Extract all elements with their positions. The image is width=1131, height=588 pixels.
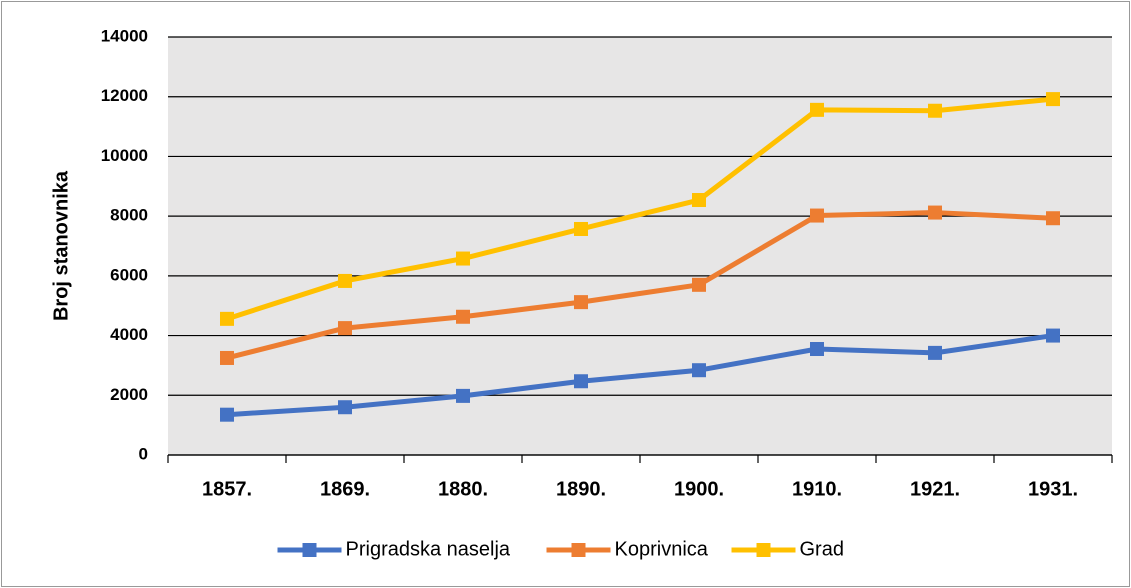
point xyxy=(574,295,588,310)
x-tick-label: 1869. xyxy=(320,478,370,500)
point xyxy=(220,311,234,326)
point xyxy=(338,321,352,336)
point xyxy=(1046,211,1060,226)
x-tick-label: 1931. xyxy=(1028,478,1078,500)
point xyxy=(574,374,588,389)
point xyxy=(928,345,942,360)
y-tick-label: 4000 xyxy=(110,325,148,344)
y-tick-label: 12000 xyxy=(101,86,148,105)
point xyxy=(928,103,942,118)
point xyxy=(928,205,942,220)
x-tick-label: 1857. xyxy=(202,478,252,500)
legend-label: Grad xyxy=(800,538,844,560)
point xyxy=(810,208,824,223)
legend-label: Prigradska naselja xyxy=(346,538,511,560)
x-tick-label: 1900. xyxy=(674,478,724,500)
point xyxy=(692,193,706,208)
legend-marker xyxy=(756,543,771,557)
point xyxy=(220,407,234,422)
point xyxy=(220,350,234,365)
y-tick-label: 2000 xyxy=(110,385,148,404)
point xyxy=(810,342,824,357)
plot-area xyxy=(168,37,1112,455)
point xyxy=(456,251,470,266)
legend-marker xyxy=(302,543,317,557)
point xyxy=(692,363,706,378)
y-tick-label: 10000 xyxy=(101,146,148,165)
series-line xyxy=(226,96,1054,322)
y-axis-label: Broj stanovnika xyxy=(50,170,72,321)
x-tick-label: 1880. xyxy=(438,478,488,500)
point xyxy=(338,400,352,415)
point xyxy=(574,221,588,236)
series-line xyxy=(226,210,1054,361)
point xyxy=(1046,328,1060,343)
y-tick-label: 8000 xyxy=(110,206,148,225)
point xyxy=(456,388,470,403)
point xyxy=(456,309,470,324)
legend-label: Koprivnica xyxy=(615,538,709,560)
point xyxy=(692,277,706,292)
point xyxy=(810,102,824,117)
point xyxy=(338,273,352,288)
y-tick-label: 6000 xyxy=(110,265,148,284)
x-tick-label: 1921. xyxy=(910,478,960,500)
y-tick-label: 0 xyxy=(139,444,148,463)
x-tick-label: 1890. xyxy=(556,478,606,500)
series-line xyxy=(226,333,1054,418)
point xyxy=(1046,92,1060,107)
x-tick-label: 1910. xyxy=(792,478,842,500)
legend-marker xyxy=(571,543,586,557)
y-tick-label: 14000 xyxy=(101,26,148,45)
